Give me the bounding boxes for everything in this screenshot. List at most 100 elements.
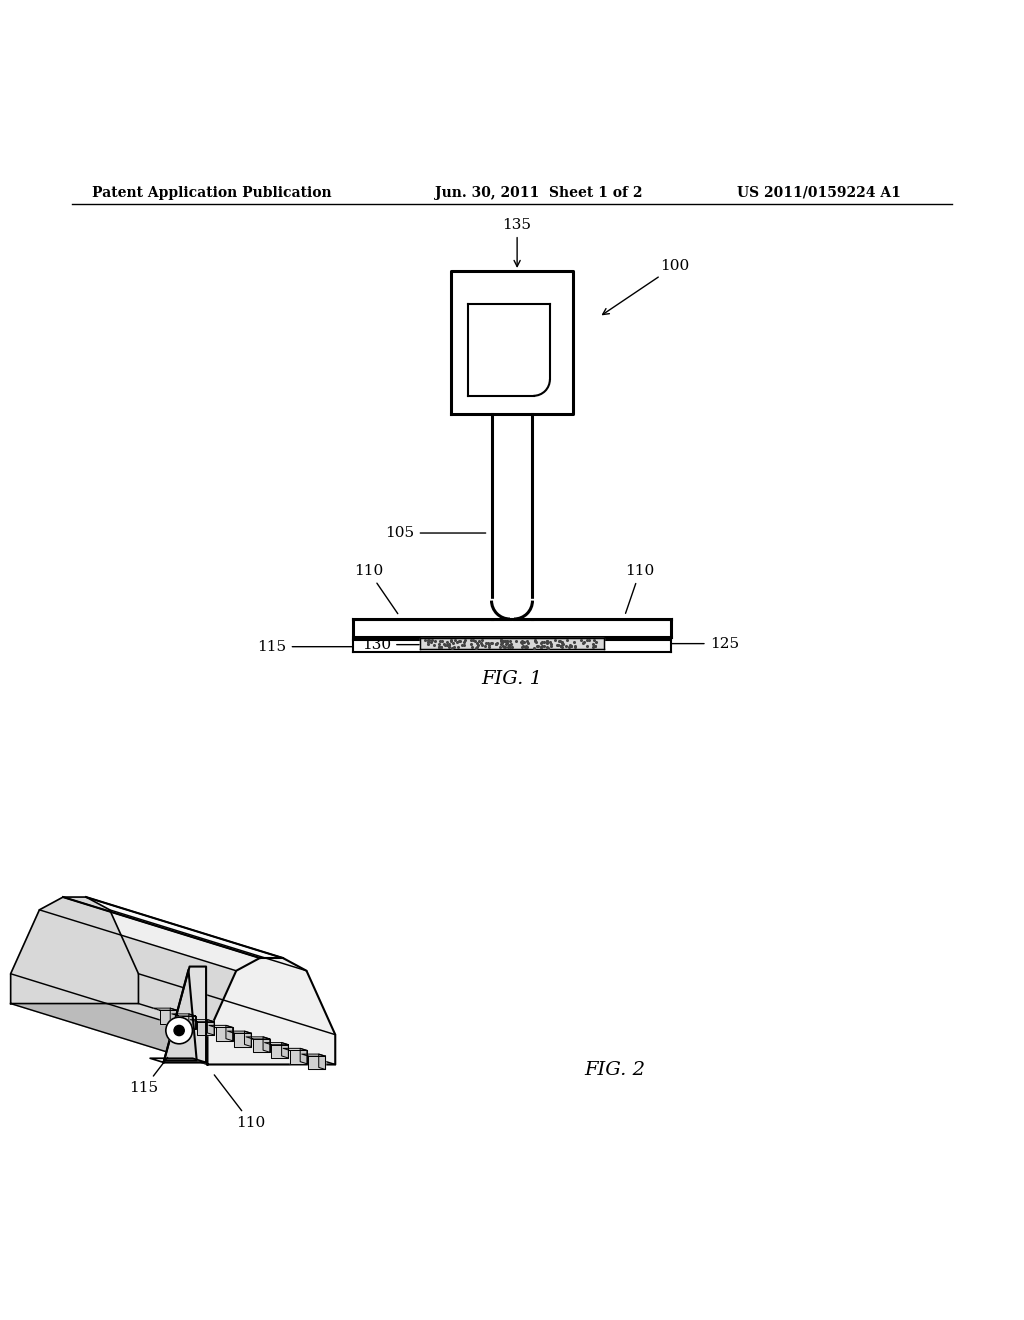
Polygon shape xyxy=(300,1048,307,1064)
Polygon shape xyxy=(160,1010,177,1023)
Polygon shape xyxy=(164,970,197,1060)
Point xyxy=(585,636,601,657)
Text: 110: 110 xyxy=(354,564,397,614)
Point xyxy=(481,636,498,657)
Point xyxy=(499,630,515,651)
Polygon shape xyxy=(514,599,671,619)
Polygon shape xyxy=(86,898,306,970)
Polygon shape xyxy=(282,1043,289,1059)
Point xyxy=(536,631,552,652)
Polygon shape xyxy=(110,909,335,1035)
Polygon shape xyxy=(216,1027,232,1040)
Point xyxy=(423,631,439,652)
Polygon shape xyxy=(353,599,510,619)
Point xyxy=(456,634,472,655)
Point xyxy=(432,636,449,657)
Point xyxy=(497,631,513,652)
Text: 135: 135 xyxy=(503,218,531,267)
Point xyxy=(543,636,559,657)
Point xyxy=(518,636,535,657)
Point xyxy=(520,632,537,653)
Point xyxy=(498,634,514,655)
Point xyxy=(499,631,515,652)
Point xyxy=(551,631,567,652)
Polygon shape xyxy=(178,1016,196,1030)
Point xyxy=(527,630,544,651)
Point xyxy=(586,630,602,651)
Point xyxy=(581,630,597,651)
Point xyxy=(495,631,511,652)
Point xyxy=(534,631,550,652)
Point xyxy=(536,635,552,656)
Point xyxy=(534,635,550,656)
Point xyxy=(470,635,486,656)
Point xyxy=(441,634,458,655)
Point xyxy=(420,634,436,655)
Polygon shape xyxy=(226,1026,232,1040)
Point xyxy=(479,632,496,653)
Point xyxy=(547,630,563,651)
Point xyxy=(562,636,579,657)
Point xyxy=(539,632,555,653)
Point xyxy=(443,630,460,651)
Polygon shape xyxy=(353,639,671,652)
Point xyxy=(530,636,547,657)
Text: FIG. 2: FIG. 2 xyxy=(584,1061,645,1080)
Text: 110: 110 xyxy=(626,564,654,614)
Point xyxy=(559,630,575,651)
Point xyxy=(495,631,511,652)
Point xyxy=(493,634,509,655)
Point xyxy=(430,636,446,657)
Point xyxy=(494,632,510,653)
Point xyxy=(478,632,495,653)
Text: FIG. 1: FIG. 1 xyxy=(481,671,543,688)
Point xyxy=(426,635,442,656)
Polygon shape xyxy=(209,1026,232,1027)
Polygon shape xyxy=(138,974,335,1064)
Point xyxy=(450,636,466,657)
Point xyxy=(566,632,583,653)
Point xyxy=(513,631,529,652)
Point xyxy=(456,631,472,652)
Text: 105: 105 xyxy=(386,527,485,540)
Point xyxy=(484,632,501,653)
Point xyxy=(543,634,559,655)
Polygon shape xyxy=(39,898,260,970)
Point xyxy=(553,635,569,656)
Point xyxy=(467,630,483,651)
Point xyxy=(553,635,569,656)
Polygon shape xyxy=(263,1038,269,1052)
Text: 125: 125 xyxy=(672,636,738,651)
Point xyxy=(539,631,555,652)
Point xyxy=(539,636,555,657)
Polygon shape xyxy=(318,1055,326,1069)
Point xyxy=(557,636,573,657)
Point xyxy=(477,635,494,656)
Text: 110: 110 xyxy=(214,1074,265,1130)
Polygon shape xyxy=(290,1051,307,1064)
Polygon shape xyxy=(164,966,206,1063)
Point xyxy=(442,631,459,652)
Point xyxy=(433,636,450,657)
Point xyxy=(588,632,604,653)
Point xyxy=(502,631,518,652)
Point xyxy=(493,630,509,651)
Polygon shape xyxy=(208,1019,214,1035)
Point xyxy=(552,631,568,652)
Polygon shape xyxy=(253,1039,269,1052)
Point xyxy=(487,634,504,655)
Point xyxy=(575,632,592,653)
Point xyxy=(549,635,565,656)
Point xyxy=(554,632,570,653)
Polygon shape xyxy=(10,898,138,1003)
Text: 100: 100 xyxy=(603,259,690,314)
Point xyxy=(499,632,515,653)
Point xyxy=(566,636,583,657)
Polygon shape xyxy=(264,1043,289,1044)
Point xyxy=(554,636,570,657)
Point xyxy=(501,634,517,655)
Point xyxy=(539,630,555,651)
Point xyxy=(503,634,519,655)
Point xyxy=(492,636,508,657)
Point xyxy=(554,634,570,655)
